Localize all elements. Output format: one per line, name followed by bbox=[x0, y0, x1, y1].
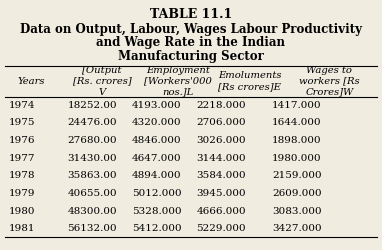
Text: 4320.000: 4320.000 bbox=[132, 118, 181, 128]
Text: Employment
[Workers'000
nos.]L: Employment [Workers'000 nos.]L bbox=[144, 66, 212, 97]
Text: 2609.000: 2609.000 bbox=[272, 189, 322, 198]
Text: 5328.000: 5328.000 bbox=[132, 206, 181, 216]
Text: 40655.00: 40655.00 bbox=[68, 189, 117, 198]
Text: [Output
[Rs. crores]
V: [Output [Rs. crores] V bbox=[73, 66, 131, 97]
Text: 1644.000: 1644.000 bbox=[272, 118, 322, 128]
Text: Emoluments
[Rs crores]E: Emoluments [Rs crores]E bbox=[218, 71, 282, 91]
Text: 1978: 1978 bbox=[9, 171, 36, 180]
Text: 27680.00: 27680.00 bbox=[68, 136, 117, 145]
Text: 1979: 1979 bbox=[9, 189, 36, 198]
Text: TABLE 11.1: TABLE 11.1 bbox=[150, 8, 232, 20]
Text: 5412.000: 5412.000 bbox=[132, 224, 181, 233]
Text: 24476.00: 24476.00 bbox=[68, 118, 117, 128]
Text: 3584.000: 3584.000 bbox=[196, 171, 246, 180]
Text: 3945.000: 3945.000 bbox=[196, 189, 246, 198]
Text: 4846.000: 4846.000 bbox=[132, 136, 181, 145]
Text: 2159.000: 2159.000 bbox=[272, 171, 322, 180]
Text: 48300.00: 48300.00 bbox=[68, 206, 117, 216]
Text: 4894.000: 4894.000 bbox=[132, 171, 181, 180]
Text: 3144.000: 3144.000 bbox=[196, 154, 246, 163]
Text: 1975: 1975 bbox=[9, 118, 36, 128]
Text: 1977: 1977 bbox=[9, 154, 36, 163]
Text: 2218.000: 2218.000 bbox=[196, 101, 246, 110]
Text: 3026.000: 3026.000 bbox=[196, 136, 246, 145]
Text: 1980.000: 1980.000 bbox=[272, 154, 322, 163]
Text: 3427.000: 3427.000 bbox=[272, 224, 322, 233]
Text: 1417.000: 1417.000 bbox=[272, 101, 322, 110]
Text: 5012.000: 5012.000 bbox=[132, 189, 181, 198]
Text: Years: Years bbox=[18, 76, 45, 86]
Text: Manufacturing Sector: Manufacturing Sector bbox=[118, 50, 264, 63]
Text: 4647.000: 4647.000 bbox=[132, 154, 181, 163]
Text: and Wage Rate in the Indian: and Wage Rate in the Indian bbox=[97, 36, 285, 49]
Text: 1981: 1981 bbox=[9, 224, 36, 233]
Text: 1898.000: 1898.000 bbox=[272, 136, 322, 145]
Text: 1974: 1974 bbox=[9, 101, 36, 110]
Text: 3083.000: 3083.000 bbox=[272, 206, 322, 216]
Text: 18252.00: 18252.00 bbox=[68, 101, 117, 110]
Text: 4193.000: 4193.000 bbox=[132, 101, 181, 110]
Text: 1976: 1976 bbox=[9, 136, 36, 145]
Text: 56132.00: 56132.00 bbox=[68, 224, 117, 233]
Text: 35863.00: 35863.00 bbox=[68, 171, 117, 180]
Text: 1980: 1980 bbox=[9, 206, 36, 216]
Text: 2706.000: 2706.000 bbox=[196, 118, 246, 128]
Text: Wages to
workers [Rs
Crores]W: Wages to workers [Rs Crores]W bbox=[299, 66, 360, 97]
Text: Data on Output, Labour, Wages Labour Productivity: Data on Output, Labour, Wages Labour Pro… bbox=[20, 22, 362, 36]
Text: 5229.000: 5229.000 bbox=[196, 224, 246, 233]
Text: 4666.000: 4666.000 bbox=[196, 206, 246, 216]
Text: 31430.00: 31430.00 bbox=[68, 154, 117, 163]
